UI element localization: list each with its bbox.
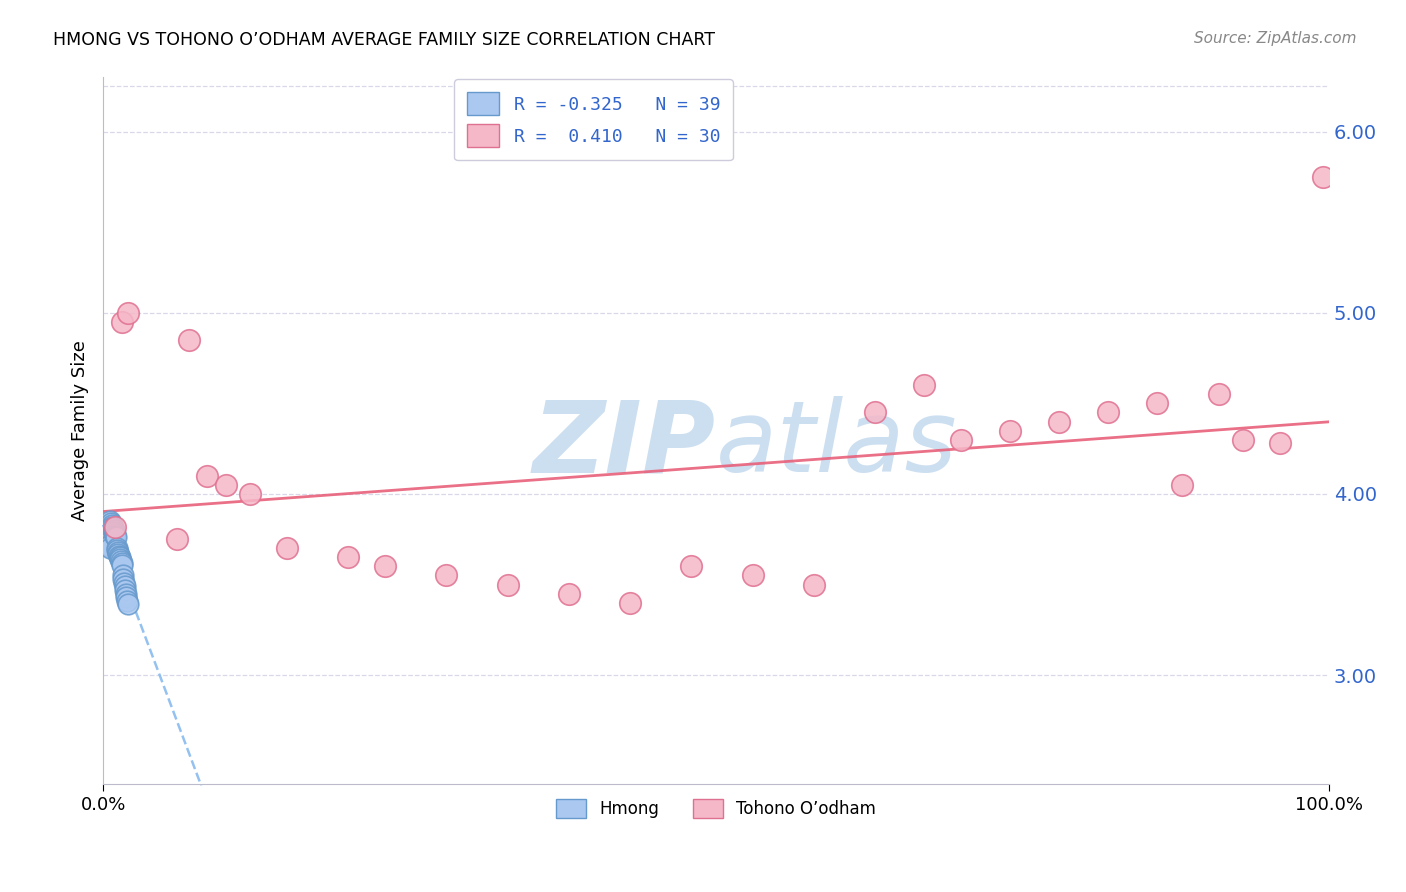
Point bbox=[101, 519, 124, 533]
Text: Source: ZipAtlas.com: Source: ZipAtlas.com bbox=[1194, 31, 1357, 46]
Point bbox=[1097, 405, 1119, 419]
Point bbox=[108, 549, 131, 563]
Point bbox=[115, 594, 138, 608]
Point bbox=[112, 575, 135, 590]
Point bbox=[619, 596, 641, 610]
Point bbox=[239, 487, 262, 501]
Point bbox=[215, 478, 238, 492]
Point bbox=[103, 523, 125, 537]
Point bbox=[1312, 169, 1334, 184]
Point bbox=[107, 547, 129, 561]
Text: HMONG VS TOHONO O’ODHAM AVERAGE FAMILY SIZE CORRELATION CHART: HMONG VS TOHONO O’ODHAM AVERAGE FAMILY S… bbox=[53, 31, 716, 49]
Point bbox=[1268, 436, 1291, 450]
Point bbox=[105, 543, 128, 558]
Point bbox=[114, 579, 136, 593]
Point bbox=[681, 559, 703, 574]
Point bbox=[98, 540, 121, 554]
Point bbox=[94, 523, 117, 537]
Point bbox=[117, 598, 139, 612]
Point bbox=[1171, 478, 1194, 492]
Point bbox=[98, 541, 121, 556]
Point bbox=[111, 558, 134, 572]
Point bbox=[96, 531, 118, 545]
Point bbox=[496, 577, 519, 591]
Point bbox=[101, 521, 124, 535]
Point bbox=[434, 568, 457, 582]
Point bbox=[110, 554, 132, 568]
Point bbox=[110, 315, 132, 329]
Point bbox=[803, 577, 825, 591]
Point bbox=[374, 559, 396, 574]
Point bbox=[998, 424, 1021, 438]
Point bbox=[110, 552, 132, 566]
Point bbox=[114, 582, 136, 597]
Text: ZIP: ZIP bbox=[533, 396, 716, 493]
Point bbox=[105, 541, 128, 556]
Point bbox=[1146, 396, 1168, 410]
Text: atlas: atlas bbox=[716, 396, 957, 493]
Point bbox=[741, 568, 763, 582]
Point bbox=[97, 538, 120, 552]
Point bbox=[108, 550, 131, 565]
Point bbox=[1232, 433, 1254, 447]
Point bbox=[1208, 387, 1230, 401]
Point bbox=[912, 378, 935, 392]
Point bbox=[107, 545, 129, 559]
Point bbox=[166, 533, 188, 547]
Point bbox=[112, 572, 135, 586]
Point bbox=[93, 519, 115, 533]
Point bbox=[111, 568, 134, 582]
Point bbox=[104, 526, 127, 541]
Point bbox=[195, 468, 218, 483]
Point bbox=[96, 533, 118, 547]
Point bbox=[104, 519, 127, 533]
Point bbox=[100, 514, 122, 528]
Point bbox=[97, 536, 120, 550]
Point bbox=[1047, 415, 1070, 429]
Point bbox=[115, 591, 138, 605]
Point bbox=[950, 433, 973, 447]
Point bbox=[104, 528, 127, 542]
Point bbox=[117, 306, 139, 320]
Point bbox=[105, 531, 128, 545]
Point bbox=[114, 586, 136, 600]
Y-axis label: Average Family Size: Average Family Size bbox=[72, 340, 89, 521]
Point bbox=[865, 405, 887, 419]
Legend: Hmong, Tohono O’odham: Hmong, Tohono O’odham bbox=[550, 792, 883, 825]
Point bbox=[558, 586, 581, 600]
Point bbox=[94, 526, 117, 541]
Point bbox=[337, 550, 360, 565]
Point bbox=[276, 541, 298, 556]
Point bbox=[110, 556, 132, 570]
Point bbox=[100, 517, 122, 532]
Point bbox=[177, 333, 200, 347]
Point bbox=[100, 516, 122, 530]
Point bbox=[103, 524, 125, 539]
Point bbox=[96, 534, 118, 549]
